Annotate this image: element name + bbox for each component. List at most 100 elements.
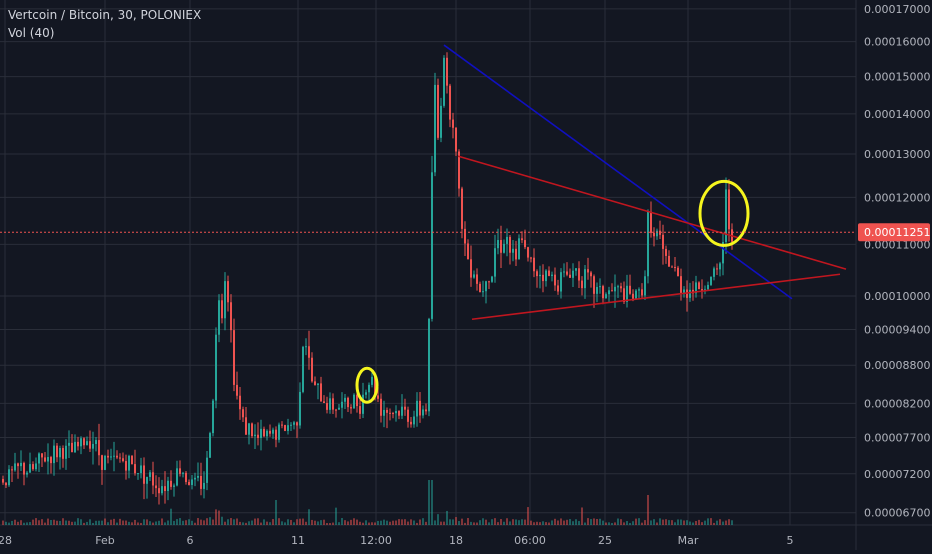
volume-bar	[716, 520, 718, 525]
last-price-badge	[858, 223, 930, 242]
candle-body	[266, 430, 268, 437]
volume-bar	[329, 522, 331, 525]
volume-bar	[32, 519, 34, 525]
candle-body	[446, 57, 448, 86]
candle-body	[341, 401, 343, 408]
candle-body	[698, 282, 700, 290]
volume-bar	[701, 522, 703, 525]
candle-body	[416, 400, 418, 417]
red-trendline	[471, 273, 841, 321]
volume-bar	[134, 519, 136, 525]
volume-bar	[605, 522, 607, 525]
y-tick-label: 0.00010000	[864, 290, 930, 303]
volume-bar	[449, 519, 451, 525]
candle-body	[122, 458, 124, 462]
x-tick-label: Feb	[95, 534, 114, 547]
volume-bar	[191, 520, 193, 525]
volume-bar	[254, 518, 256, 525]
volume-bar	[149, 521, 151, 525]
volume-bar	[83, 522, 85, 525]
candle-body	[713, 268, 715, 277]
volume-bar	[530, 520, 532, 525]
candle-body	[140, 465, 142, 474]
volume-bar	[692, 522, 694, 525]
volume-bar	[89, 519, 91, 525]
x-tick-label: 12:00	[360, 534, 392, 547]
candle-body	[428, 318, 430, 412]
volume-bar	[482, 518, 484, 525]
volume-bar	[656, 522, 658, 525]
volume-bar	[509, 521, 511, 525]
candle-body	[242, 409, 244, 418]
volume-bar	[305, 521, 307, 525]
candle-body	[149, 472, 151, 477]
volume-bar	[188, 519, 190, 525]
volume-bar	[287, 519, 289, 525]
candle-body	[158, 488, 160, 494]
volume-bar	[23, 522, 25, 525]
candle-body	[701, 289, 703, 291]
candle-body	[362, 394, 364, 414]
volume-bar	[617, 518, 619, 525]
candle-body	[209, 433, 211, 458]
volume-bar	[122, 520, 124, 525]
volume-bar	[554, 518, 556, 525]
candle-body	[392, 413, 394, 415]
candle-body	[113, 455, 115, 457]
candle-body	[218, 300, 220, 335]
volume-bar	[416, 522, 418, 525]
volume-bar	[677, 519, 679, 525]
volume-bar	[26, 522, 28, 525]
candle-body	[221, 300, 223, 319]
candle-body	[617, 286, 619, 288]
candle-body	[50, 457, 52, 464]
volume-bar	[182, 520, 184, 525]
candle-body	[284, 425, 286, 431]
candle-body	[29, 464, 31, 473]
volume-bar	[14, 519, 16, 525]
volume-bar	[251, 520, 253, 525]
x-tick-label: 18	[449, 534, 463, 547]
candle-body	[482, 291, 484, 293]
volume-bar	[422, 518, 424, 525]
candle-body	[656, 230, 658, 237]
y-tick-label: 0.00008200	[864, 397, 930, 410]
candle-body	[668, 255, 670, 267]
volume-bar	[635, 518, 637, 525]
candle-body	[176, 468, 178, 486]
candle-body	[275, 429, 277, 440]
candle-body	[188, 481, 190, 485]
volume-bar	[194, 522, 196, 525]
volume-bar	[236, 518, 238, 525]
candle-body	[287, 425, 289, 431]
volume-bar	[383, 519, 385, 525]
volume-bar	[242, 522, 244, 525]
volume-bar	[50, 519, 52, 525]
volume-bar	[599, 518, 601, 525]
volume-bar	[224, 521, 226, 525]
candle-body	[35, 463, 37, 470]
candle-body	[239, 395, 241, 410]
candle-body	[59, 448, 61, 458]
candle-body	[500, 240, 502, 253]
volume-bar	[515, 519, 517, 525]
volume-bar	[404, 519, 406, 525]
candle-body	[596, 286, 598, 294]
volume-bar	[608, 522, 610, 525]
candle-body	[689, 289, 691, 298]
volume-bar	[77, 518, 79, 525]
x-tick-label: 6	[187, 534, 194, 547]
volume-bar	[452, 519, 454, 525]
candle-body	[197, 475, 199, 478]
candle-body	[533, 257, 535, 272]
candle-body	[728, 189, 730, 230]
candle-body	[593, 276, 595, 294]
candle-body	[650, 211, 652, 233]
candle-body	[473, 274, 475, 278]
candle-body	[641, 289, 643, 296]
volume-bar	[326, 522, 328, 525]
candle-body	[683, 289, 685, 293]
candle-body	[635, 290, 637, 299]
